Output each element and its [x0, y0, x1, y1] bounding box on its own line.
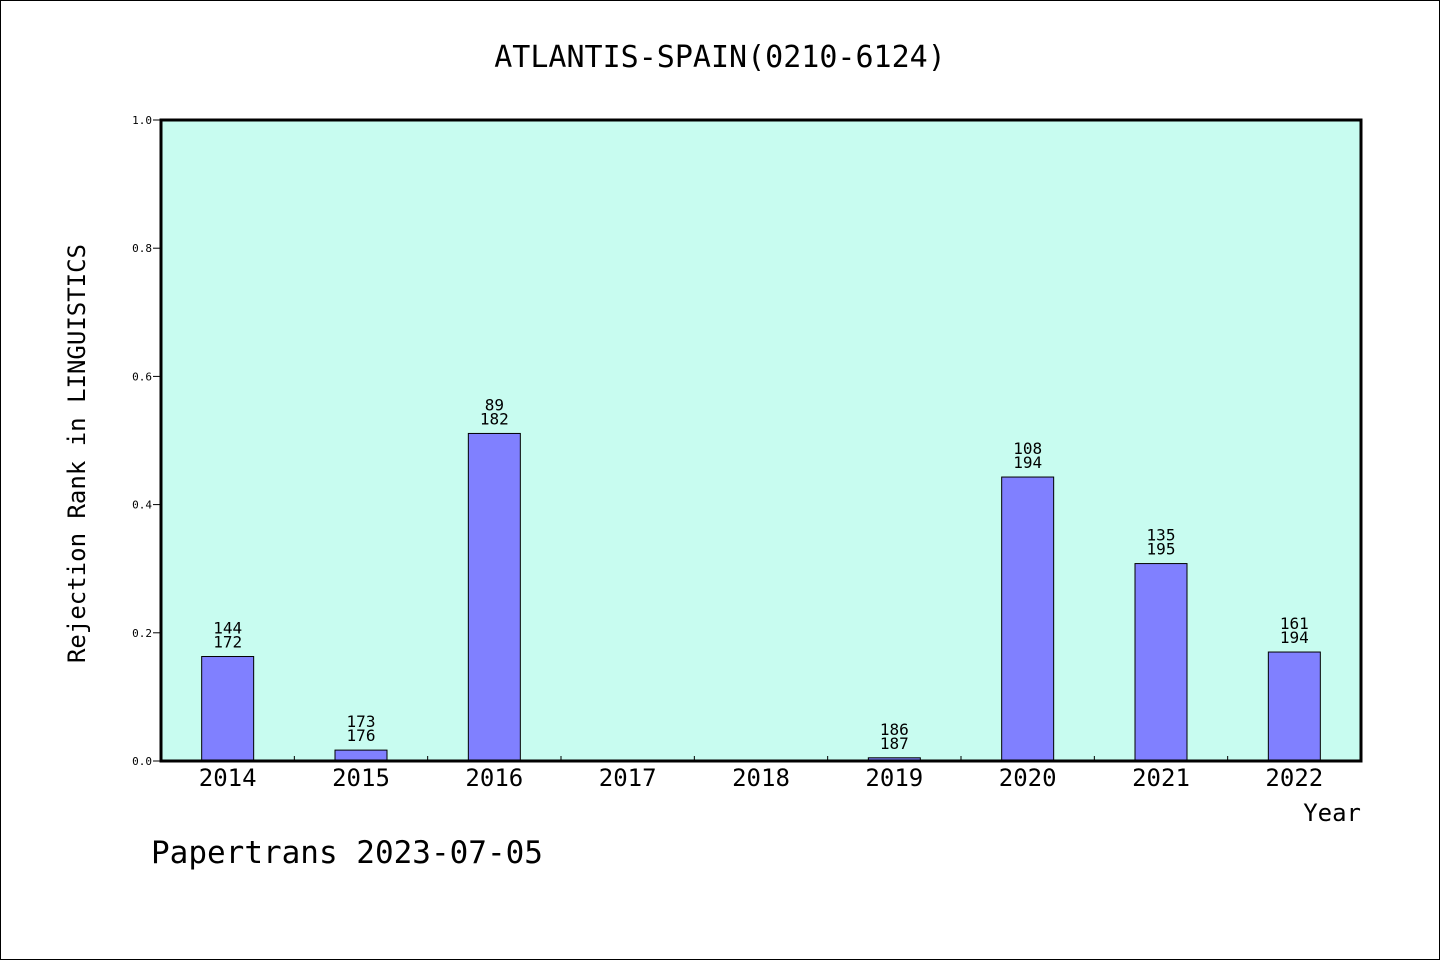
x-tick-label-2021: 2021 [1132, 764, 1190, 792]
bar-label-bottom-2016: 182 [480, 409, 509, 428]
bar-label-bottom-2015: 176 [347, 726, 376, 745]
bar-label-top-2020: 108 [1013, 439, 1042, 458]
bar-2021 [1134, 563, 1188, 762]
bar-2015 [334, 749, 388, 762]
x-tick-label-2022: 2022 [1265, 764, 1323, 792]
chart-title: ATLANTIS-SPAIN(0210-6124) [494, 40, 946, 75]
x-tick-label-2017: 2017 [599, 764, 657, 792]
footer-note: Papertrans 2023-07-05 [151, 835, 543, 871]
bar-2020 [1001, 476, 1055, 762]
bar-label-top-2021: 135 [1147, 526, 1176, 545]
plot-border [159, 118, 1363, 763]
x-tick-label-2014: 2014 [199, 764, 257, 792]
x-tick-label-2020: 2020 [999, 764, 1057, 792]
x-tick-label-2015: 2015 [332, 764, 390, 792]
bar-label-bottom-2020: 194 [1013, 453, 1042, 472]
bar-2022 [1267, 651, 1321, 762]
y-tick-label: 1.0 [132, 114, 152, 127]
y-tick-label: 0.8 [132, 242, 152, 255]
y-tick-label: 0.2 [132, 627, 152, 640]
y-axis-title: Rejection Rank in LINGUISTICS [63, 244, 91, 663]
y-tick-label: 0.4 [132, 499, 152, 512]
bar-label-top-2016: 89 [485, 395, 504, 414]
bar-label-top-2022: 161 [1280, 614, 1309, 633]
bar-label-top-2019: 186 [880, 720, 909, 739]
x-tick-label-2018: 2018 [732, 764, 790, 792]
bar-label-bottom-2019: 187 [880, 734, 909, 753]
y-tick-label: 0.0 [132, 755, 152, 768]
x-tick-label-2019: 2019 [865, 764, 923, 792]
bar-2016 [467, 432, 521, 762]
bar-label-top-2014: 144 [213, 619, 242, 638]
bar-label-bottom-2022: 194 [1280, 628, 1309, 647]
bar-label-bottom-2021: 195 [1147, 540, 1176, 559]
bar-label-bottom-2014: 172 [213, 633, 242, 652]
bar-2014 [201, 656, 255, 762]
bar-label-top-2015: 173 [347, 712, 376, 731]
y-tick-label: 0.6 [132, 370, 152, 383]
x-axis-title: Year [1303, 799, 1361, 827]
x-tick-label-2016: 2016 [465, 764, 523, 792]
